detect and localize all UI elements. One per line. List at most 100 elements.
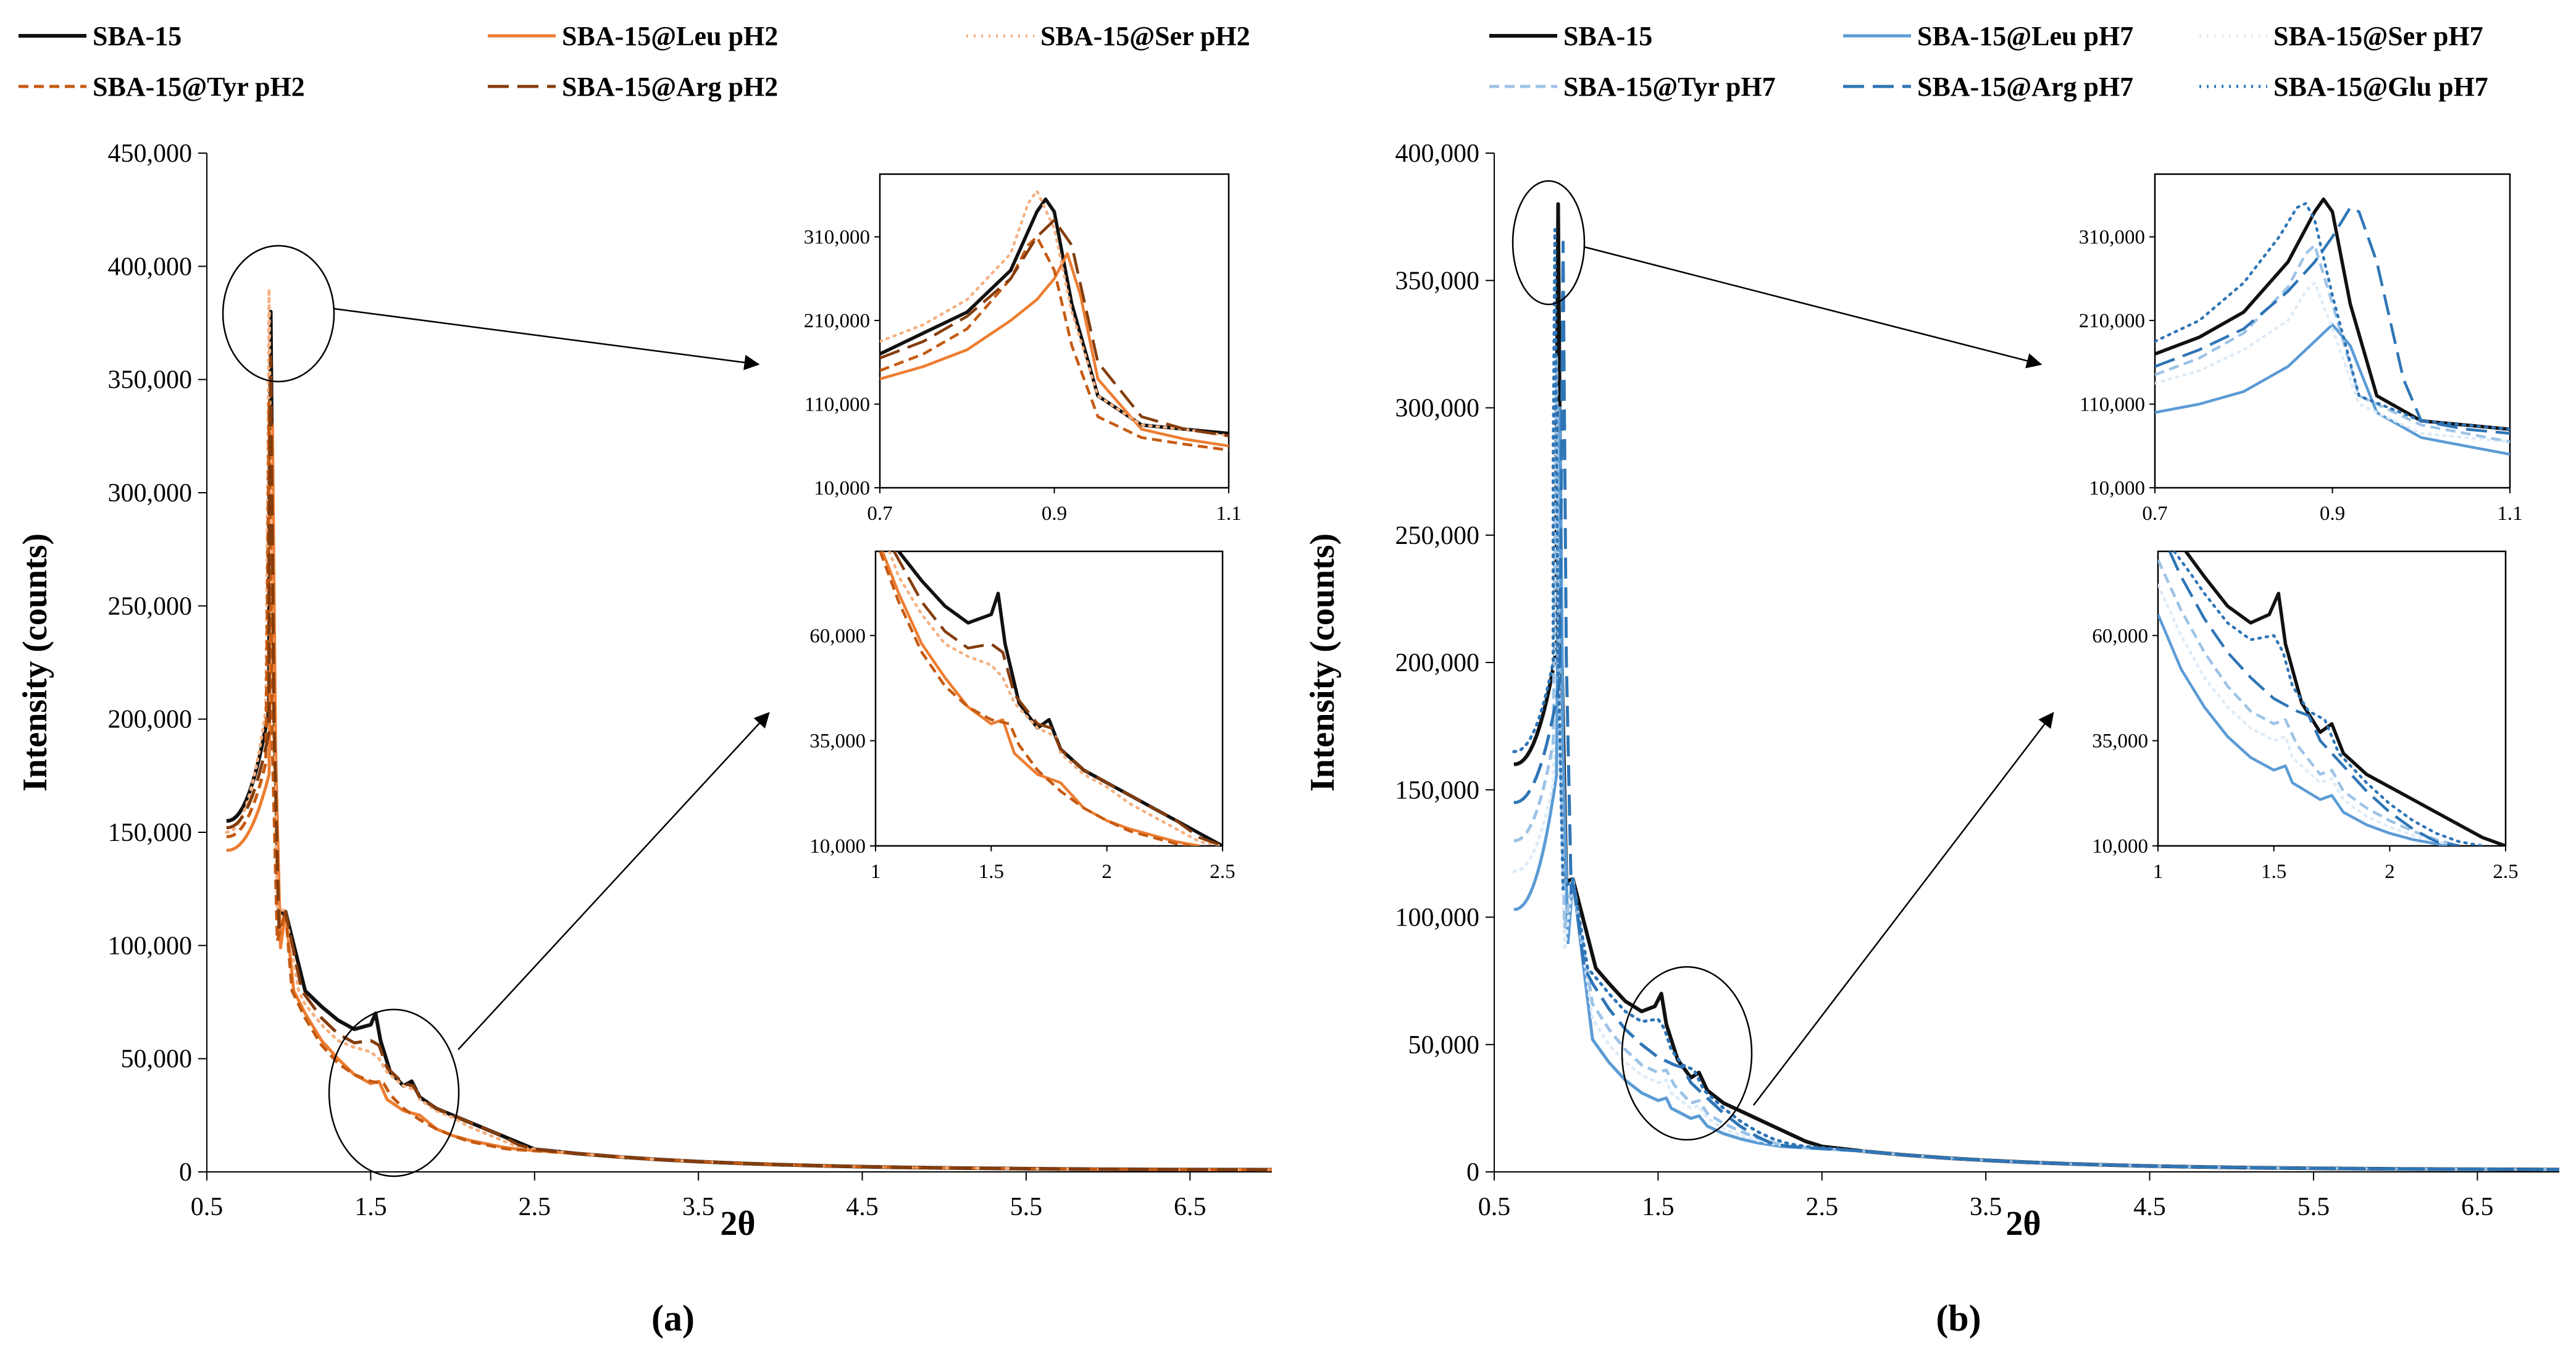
series-line-sba-15-arg-ph7 [2168,551,2460,846]
y-tick-label: 60,000 [809,625,866,647]
zoom-circle [222,245,335,383]
y-tick-label: 150,000 [108,819,193,847]
y-tick-label: 50,000 [1408,1031,1480,1060]
series-line-sba-15-tyr-ph7 [2158,559,2460,846]
x-tick-label: 3.5 [682,1193,715,1221]
legend-item: SBA-15@Glu pH7 [2199,72,2488,102]
series-line-sba-15-ser-ph7 [2155,281,2510,443]
inset-bottom: 1 1.5 2 2.5 10,000 35,000 60,000 [809,550,1236,883]
x-tick-label: 4.5 [2133,1193,2166,1221]
x-tick-label: 1.1 [2497,503,2522,525]
y-tick-label: 200,000 [108,706,193,734]
series-line-sba-15-tyr-ph7 [1513,355,2559,1171]
y-tick-label: 110,000 [805,394,870,416]
series-line-sba-15-tyr-ph2 [879,551,1189,846]
series-line-sba-15-tyr-ph2 [880,235,1229,452]
legend-label: SBA-15@Leu pH2 [562,21,778,51]
x-tick-label: 0.9 [1042,503,1067,525]
series-line-sba-15-arg-ph2 [893,551,1223,846]
series-line-sba-15-leu-ph7 [2155,323,2510,456]
series-line-sba-15-glu-ph7 [2155,202,2510,431]
x-tick-label: 2 [1102,861,1112,883]
legend-label: SBA-15@Leu pH7 [1917,21,2133,51]
y-tick-label: 400,000 [1395,140,1480,168]
zoom-arrow [1584,246,2043,369]
y-tick-label: 10,000 [814,477,870,500]
panel-a: SBA-15 SBA-15@Leu pH2 SBA-15@Ser pH2 SBA-15… [16,21,1272,1339]
y-tick-label: 350,000 [108,366,193,395]
x-tick-label: 1 [2153,861,2164,883]
y-axis-label: Intensity (counts) [1303,533,1342,792]
y-tick-label: 0 [179,1158,192,1187]
y-tick-label: 10,000 [2092,835,2148,858]
series-line-sba-15-tyr-ph7 [2155,243,2510,443]
y-tick-label: 350,000 [1395,267,1480,295]
y-tick-label: 210,000 [804,310,870,332]
series-line-sba-15-arg-ph7 [1513,240,2559,1171]
series-line-sba-15-arg-ph2 [226,355,1272,1172]
x-tick-label: 2 [2385,861,2395,883]
x-tick-label: 2.5 [519,1193,551,1221]
zoom-arrow [1753,712,2054,1106]
series-line-sba-15-glu-ph7 [2173,551,2484,846]
y-tick-label: 210,000 [2079,310,2145,332]
x-tick-label: 1.1 [1216,503,1241,525]
y-tick-label: 300,000 [108,479,193,508]
x-tick-label: 1.5 [354,1193,387,1221]
y-tick-label: 10,000 [809,835,866,858]
x-axis-label: 2θ [720,1205,755,1243]
series-line-sba-15-leu-ph7 [2158,614,2448,846]
panel-b: SBA-15 SBA-15@Leu pH7 SBA-15@Ser pH7 SBA-15… [1303,21,2559,1339]
x-tick-label: 0.5 [1478,1193,1511,1221]
x-tick-label: 0.7 [2142,503,2167,525]
legend-item: SBA-15 [19,21,182,51]
x-tick-label: 1.5 [2261,861,2286,883]
y-tick-label: 150,000 [1395,776,1480,805]
y-axis-label: Intensity (counts) [16,533,54,792]
y-tick-label: 250,000 [1395,522,1480,550]
zoom-circle [1512,180,1586,306]
y-tick-label: 35,000 [2092,730,2148,753]
x-tick-label: 4.5 [846,1193,879,1221]
legend-label: SBA-15 [93,21,182,51]
x-tick-label: 6.5 [1174,1193,1206,1221]
legend-item: SBA-15@Arg pH7 [1843,72,2133,102]
x-tick-label: 0.9 [2320,503,2345,525]
inset-top: 0.7 0.9 1.1 10,000 110,000 210,000 310,000 [804,173,1242,525]
x-tick-label: 1.5 [1642,1193,1675,1221]
series-line-sba-15-ser-ph2 [880,189,1229,438]
panel-label: (a) [651,1298,695,1339]
series-line-sba-15-ser-ph2 [888,551,1223,846]
y-tick-label: 310,000 [804,227,870,249]
y-tick-label: 450,000 [108,140,193,168]
series-line-sba-15-ser-ph7 [2158,583,2461,846]
series-line-sba-15-arg-ph2 [880,219,1229,438]
series-line-sba-15-glu-ph7 [1512,228,2559,1171]
inset-bottom: 1 1.5 2 2.5 10,000 35,000 60,000 [2092,550,2519,883]
legend-item: SBA-15@Ser pH2 [966,21,1250,51]
y-tick-label: 250,000 [108,592,193,621]
y-tick-label: 35,000 [809,730,866,753]
y-tick-label: 100,000 [108,932,193,960]
legend-item: SBA-15@Leu pH2 [488,21,778,51]
x-tick-label: 5.5 [2298,1193,2330,1221]
x-tick-label: 6.5 [2461,1193,2494,1221]
x-axis-label: 2θ [2005,1205,2041,1243]
legend-label: SBA-15@Arg pH2 [562,72,778,102]
zoom-circle [328,1008,460,1177]
x-tick-label: 3.5 [1970,1193,2002,1221]
y-tick-label: 0 [1466,1158,1479,1187]
legend-label: SBA-15@Glu pH7 [2273,72,2488,102]
x-tick-label: 2.5 [1210,861,1235,883]
x-tick-label: 0.5 [191,1193,224,1221]
y-tick-label: 50,000 [121,1045,193,1074]
legend-label: SBA-15@Tyr pH2 [93,72,305,102]
x-tick-label: 1.5 [979,861,1004,883]
legend-item: SBA-15@Ser pH7 [2199,21,2483,51]
legend-item: SBA-15@Leu pH7 [1843,21,2133,51]
legend-label: SBA-15@Ser pH7 [2273,21,2483,51]
x-tick-label: 5.5 [1010,1193,1043,1221]
y-tick-label: 300,000 [1395,395,1480,423]
x-tick-label: 0.7 [867,503,892,525]
x-tick-label: 2.5 [2493,861,2518,883]
